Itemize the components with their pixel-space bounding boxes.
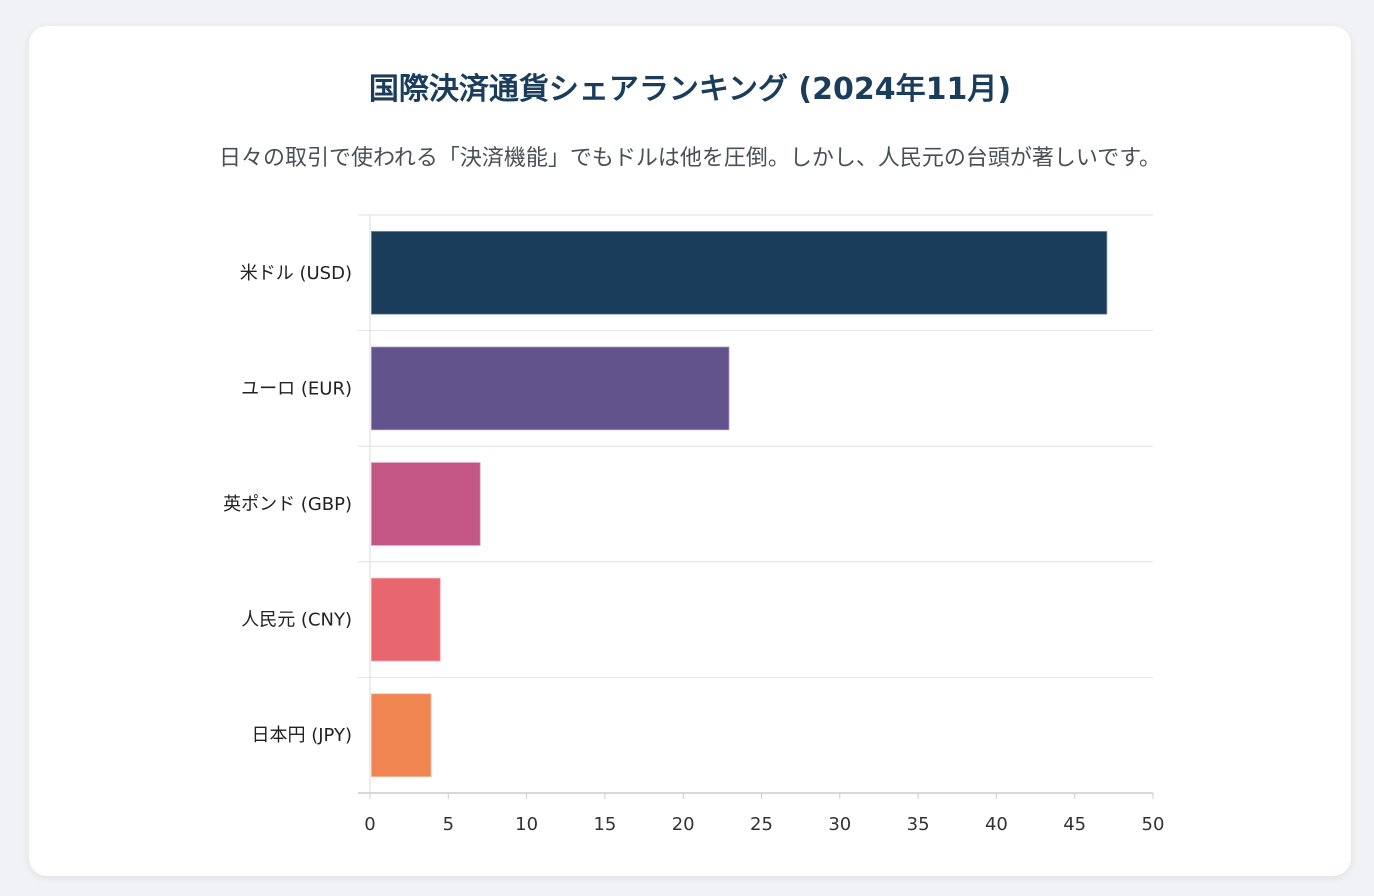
x-tick-label: 25 xyxy=(750,814,773,835)
x-tick-label: 35 xyxy=(907,814,930,835)
category-label: 日本円 (JPY) xyxy=(251,725,352,746)
category-label: 人民元 (CNY) xyxy=(241,610,352,631)
category-label: 米ドル (USD) xyxy=(240,263,352,284)
x-tick-label: 50 xyxy=(1142,814,1165,835)
chart-card: 国際決済通貨シェアランキング (2024年11月) 日々の取引で使われる「決済機… xyxy=(29,26,1351,876)
x-tick-label: 0 xyxy=(364,814,375,835)
chart-subtitle: 日々の取引で使われる「決済機能」でもドルは他を圧倒。しかし、人民元の台頭が著しい… xyxy=(218,146,1162,171)
x-tick-label: 5 xyxy=(443,814,454,835)
x-tick-label: 40 xyxy=(985,814,1008,835)
bar xyxy=(370,461,482,547)
category-label: ユーロ (EUR) xyxy=(241,378,352,399)
x-tick-label: 10 xyxy=(515,814,538,835)
chart-title: 国際決済通貨シェアランキング (2024年11月) xyxy=(368,72,1012,107)
bar xyxy=(370,577,442,663)
bar xyxy=(370,230,1109,316)
x-tick-label: 45 xyxy=(1063,814,1086,835)
bar xyxy=(370,692,433,778)
bar xyxy=(370,345,731,431)
x-tick-label: 15 xyxy=(593,814,616,835)
x-tick-label: 30 xyxy=(828,814,851,835)
category-label: 英ポンド (GBP) xyxy=(223,494,352,515)
x-tick-label: 20 xyxy=(672,814,695,835)
